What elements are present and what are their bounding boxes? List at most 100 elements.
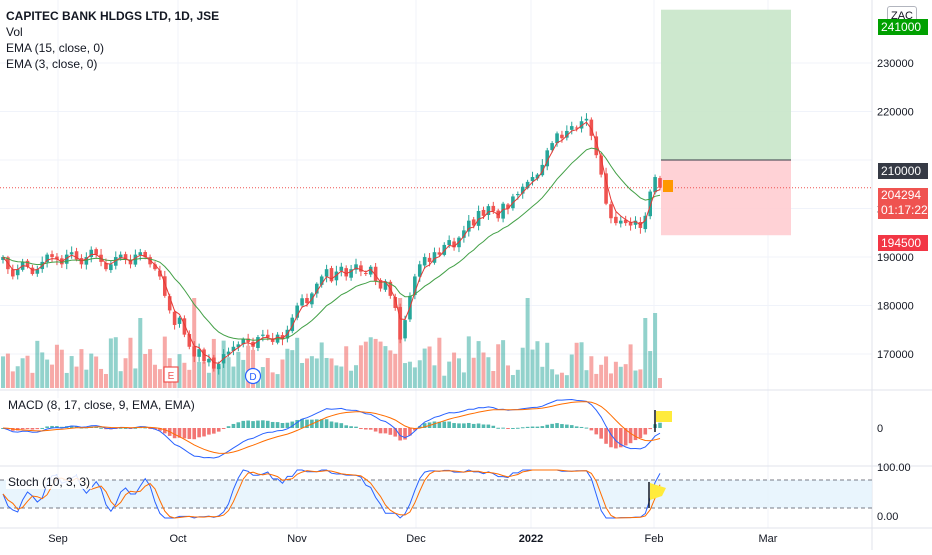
- volume-bar: [123, 358, 128, 388]
- volume-bar: [481, 352, 486, 388]
- macd-histogram-bar: [447, 421, 451, 428]
- macd-histogram-bar: [555, 423, 559, 428]
- candle-body: [653, 177, 657, 193]
- volume-bar: [50, 364, 55, 388]
- macd-histogram-bar: [231, 423, 236, 428]
- candle-body: [614, 216, 618, 224]
- candle-body: [648, 191, 652, 217]
- legend-ema3[interactable]: EMA (3, close, 0): [6, 57, 98, 71]
- legend-ema15[interactable]: EMA (15, close, 0): [6, 41, 105, 55]
- macd-histogram-bar: [251, 421, 255, 428]
- macd-histogram-bar: [349, 426, 353, 428]
- candle-body: [525, 181, 530, 188]
- stoch-label[interactable]: Stoch (10, 3, 3): [6, 475, 93, 489]
- candle-body: [207, 358, 211, 363]
- volume-bar: [403, 363, 408, 388]
- earnings-marker: [163, 366, 179, 383]
- candle-body: [143, 252, 147, 258]
- candle-body: [15, 269, 20, 276]
- volume-bar: [417, 360, 422, 388]
- candle-body: [618, 220, 623, 224]
- candle-body: [403, 320, 407, 339]
- candle-body: [55, 256, 59, 260]
- macd-histogram-bar: [550, 423, 554, 428]
- candle-body: [574, 127, 579, 129]
- volume-bar: [456, 358, 461, 388]
- macd-histogram-bar: [437, 421, 442, 428]
- volume-bar: [216, 366, 221, 388]
- candle-body: [50, 254, 54, 258]
- macd-histogram-bar: [545, 424, 550, 428]
- macd-label[interactable]: MACD (8, 17, close, 9, EMA, EMA): [6, 398, 197, 412]
- volume-bar: [15, 366, 20, 388]
- volume-bar: [545, 342, 550, 388]
- macd-histogram-bar: [69, 425, 74, 428]
- volume-bar: [373, 338, 378, 388]
- volume-bar: [30, 372, 35, 388]
- y-tick-label: 170000: [877, 349, 914, 361]
- volume-bar: [466, 336, 471, 388]
- candle-body: [162, 276, 167, 296]
- candle-body: [314, 283, 319, 294]
- volume-bar: [653, 313, 658, 388]
- stoch-d-line: [2, 469, 661, 519]
- macd-histogram-bar: [643, 428, 648, 435]
- volume-bar: [354, 365, 359, 388]
- volume-bar: [525, 298, 530, 388]
- volume-bar: [246, 345, 251, 388]
- candle-body: [658, 178, 662, 188]
- macd-histogram-bar: [226, 426, 231, 428]
- symbol-title[interactable]: CAPITEC BANK HLDGS LTD, 1D, JSE: [6, 9, 220, 23]
- macd-histogram-bar: [618, 428, 623, 448]
- macd-histogram-bar: [638, 428, 643, 439]
- macd-histogram-bar: [265, 420, 270, 428]
- macd-histogram-bar: [329, 421, 334, 428]
- candle-body: [368, 266, 373, 275]
- macd-histogram-bar: [432, 421, 437, 428]
- dividend-marker-label: D: [249, 372, 256, 383]
- macd-histogram-bar: [35, 428, 40, 430]
- candle-body: [643, 215, 648, 230]
- volume-bar: [584, 370, 589, 388]
- candle-body: [623, 219, 628, 224]
- volume-bar: [280, 359, 285, 388]
- macd-histogram-bar: [158, 428, 162, 431]
- legend-vol[interactable]: Vol: [6, 25, 23, 39]
- candle-body: [177, 317, 182, 324]
- macd-histogram-bar: [658, 422, 662, 428]
- earnings-marker-label: E: [168, 371, 175, 382]
- macd-histogram-bar: [403, 428, 407, 440]
- candle-body: [628, 222, 633, 226]
- candle-body: [359, 265, 363, 272]
- macd-histogram-bar: [481, 424, 486, 428]
- candle-body: [167, 296, 172, 311]
- candle-body: [172, 311, 177, 325]
- volume-bar: [187, 369, 192, 388]
- macd-histogram-bar: [55, 426, 59, 428]
- macd-histogram-bar: [628, 428, 633, 444]
- macd-histogram-bar: [45, 426, 49, 428]
- volume-bar: [148, 349, 153, 388]
- macd-histogram-bar: [246, 420, 250, 428]
- volume-bar: [275, 374, 280, 388]
- candle-body: [555, 133, 559, 144]
- volume-bar: [496, 344, 501, 388]
- volume-bar: [157, 369, 162, 388]
- candle-body: [373, 266, 378, 282]
- volume-bar: [422, 348, 427, 388]
- volume-bar: [628, 344, 633, 388]
- volume-bar: [344, 346, 349, 388]
- candle-body: [84, 257, 89, 265]
- stoch-band: [0, 480, 872, 508]
- macd-histogram-bar: [300, 418, 304, 428]
- candle-body: [417, 264, 422, 277]
- volume-bar: [471, 357, 476, 388]
- volume-bar: [491, 370, 496, 388]
- volume-bar: [388, 350, 393, 388]
- volume-bar: [363, 341, 368, 388]
- volume-bar: [182, 362, 187, 388]
- macd-histogram-bar: [457, 423, 461, 428]
- macd-histogram-bar: [177, 428, 182, 438]
